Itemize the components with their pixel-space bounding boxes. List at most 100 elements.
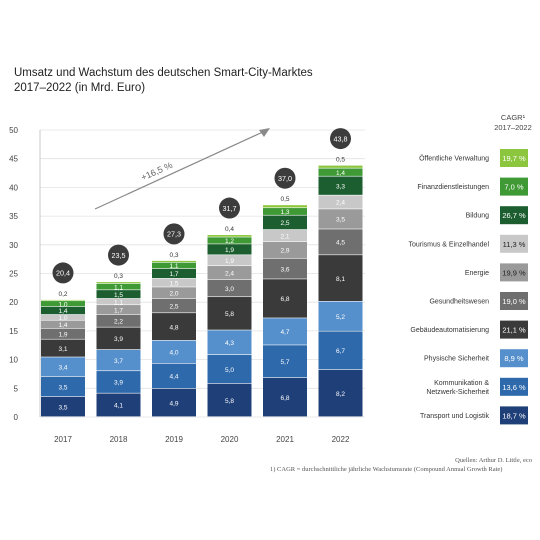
- bar-segment: [41, 306, 85, 315]
- bar-segment: [41, 339, 85, 357]
- bar-value-label: 5,8: [225, 398, 234, 405]
- bar-value-label: 4,4: [169, 374, 178, 381]
- bar-segment: [318, 369, 363, 417]
- legend-cagr-value: 26,7 %: [502, 211, 526, 220]
- bar-segment: [207, 279, 252, 297]
- bar-segment: [263, 258, 307, 279]
- bar-segment: [96, 349, 141, 371]
- bar-segment: [152, 268, 196, 279]
- bar-segment: [263, 205, 307, 208]
- bar-segment: [41, 314, 85, 320]
- bar-segment: [152, 262, 196, 269]
- legend-label: Öffentliche Verwaltung: [419, 155, 489, 163]
- bar-value-label: 4,5: [336, 240, 345, 247]
- bar-segment: [207, 330, 252, 355]
- legend-label: Netzwerk-Sicherheit: [426, 389, 489, 396]
- y-tick-label: 25: [9, 270, 18, 279]
- legend-label: Gesundheitswesen: [429, 299, 489, 306]
- y-tick-label: 50: [9, 126, 18, 135]
- bar-value-label: 4,8: [169, 324, 178, 331]
- y-tick-label: 30: [9, 241, 18, 250]
- legend-swatch: [500, 406, 528, 425]
- bar-value-label: 0,4: [225, 226, 234, 233]
- total-bubble: [163, 223, 185, 245]
- bar-value-label: 6,7: [336, 348, 345, 355]
- bar-value-label: 5,8: [225, 311, 234, 318]
- bar-segment: [318, 255, 363, 302]
- growth-label: +16,5 %: [140, 160, 174, 183]
- legend-swatch: [500, 292, 528, 310]
- bar-value-label: 5,2: [336, 314, 345, 321]
- chart-title-line1: Umsatz und Wachstum des deutschen Smart-…: [14, 67, 313, 79]
- bar-segment: [96, 283, 141, 290]
- bar-segment: [207, 235, 252, 237]
- bar-value-label: 1,9: [225, 258, 234, 265]
- cagr-header-line1: CAGR¹: [501, 113, 526, 122]
- bar-value-label: 1,5: [169, 280, 178, 287]
- bar-value-label: 1,4: [336, 170, 345, 177]
- bar-segment: [96, 282, 141, 284]
- legend-cagr-value: 18,7 %: [502, 411, 526, 420]
- legend-label: Finanzdienstleistungen: [417, 184, 489, 191]
- bar-value-label: 5,0: [225, 367, 234, 374]
- total-value-label: 37,0: [278, 174, 292, 183]
- bar-value-label: 1,7: [169, 271, 178, 278]
- bar-value-label: 1,3: [280, 209, 289, 216]
- bar-segment: [207, 355, 252, 384]
- bar-value-label: 2,5: [280, 220, 289, 227]
- y-tick-label: 15: [9, 327, 18, 336]
- x-tick-label: 2017: [54, 435, 72, 444]
- growth-arrow-line: [94, 130, 266, 210]
- bar-value-label: 2,9: [280, 248, 289, 255]
- legend-swatch: [500, 320, 528, 339]
- bar-value-label: 2,5: [169, 303, 178, 310]
- bar-segment: [41, 328, 85, 339]
- legend-swatch: [500, 349, 528, 368]
- total-bubble: [52, 262, 74, 284]
- bar-value-label: 4,7: [280, 329, 289, 336]
- legend-cagr-value: 19,9 %: [502, 268, 526, 277]
- legend-swatch: [500, 177, 528, 196]
- bar-value-label: 0,5: [280, 196, 289, 203]
- chart-title-line2: 2017–2022 (in Mrd. Euro): [14, 82, 146, 94]
- legend-label: Gebäudeautomatisierung: [410, 327, 489, 334]
- y-tick-label: 0: [14, 413, 19, 422]
- bar-value-label: 0,3: [169, 252, 178, 259]
- bar-segment: [207, 244, 252, 255]
- x-tick-label: 2021: [276, 435, 294, 444]
- bar-value-label: 1,1: [169, 263, 178, 270]
- bar-value-label: 3,1: [58, 346, 67, 353]
- source-text: Quellen: Arthur D. Little, eco: [455, 457, 532, 464]
- legend-cagr-value: 19,0 %: [502, 297, 526, 306]
- bar-segment: [318, 195, 363, 209]
- legend-swatch: [500, 206, 528, 225]
- bar-value-label: 1,0: [58, 301, 67, 308]
- bar-value-label: 1,1: [114, 299, 123, 306]
- bar-value-label: 1,4: [58, 322, 67, 329]
- bar-segment: [96, 314, 141, 327]
- bar-segment: [318, 168, 363, 176]
- bar-value-label: 0,2: [58, 291, 67, 298]
- bar-value-label: 3,9: [114, 380, 123, 387]
- bar-value-label: 3,5: [58, 384, 67, 391]
- bar-segment: [207, 297, 252, 330]
- bar-value-label: 1,4: [58, 308, 67, 315]
- bar-segment: [207, 266, 252, 280]
- bar-value-label: 3,0: [225, 286, 234, 293]
- bar-segment: [96, 327, 141, 350]
- legend-swatch: [500, 263, 528, 282]
- bar-segment: [263, 241, 307, 258]
- bar-value-label: 3,4: [58, 364, 67, 371]
- bar-value-label: 3,5: [336, 217, 345, 224]
- bar-value-label: 1,9: [58, 331, 67, 338]
- total-bubble: [219, 197, 240, 219]
- bar-segment: [41, 320, 85, 329]
- bar-segment: [41, 357, 85, 377]
- bar-value-label: 2,0: [169, 290, 178, 297]
- y-tick-label: 20: [9, 298, 18, 307]
- bar-segment: [152, 340, 196, 364]
- bar-segment: [207, 237, 252, 244]
- bar-segment: [207, 255, 252, 266]
- y-tick-label: 45: [9, 155, 18, 164]
